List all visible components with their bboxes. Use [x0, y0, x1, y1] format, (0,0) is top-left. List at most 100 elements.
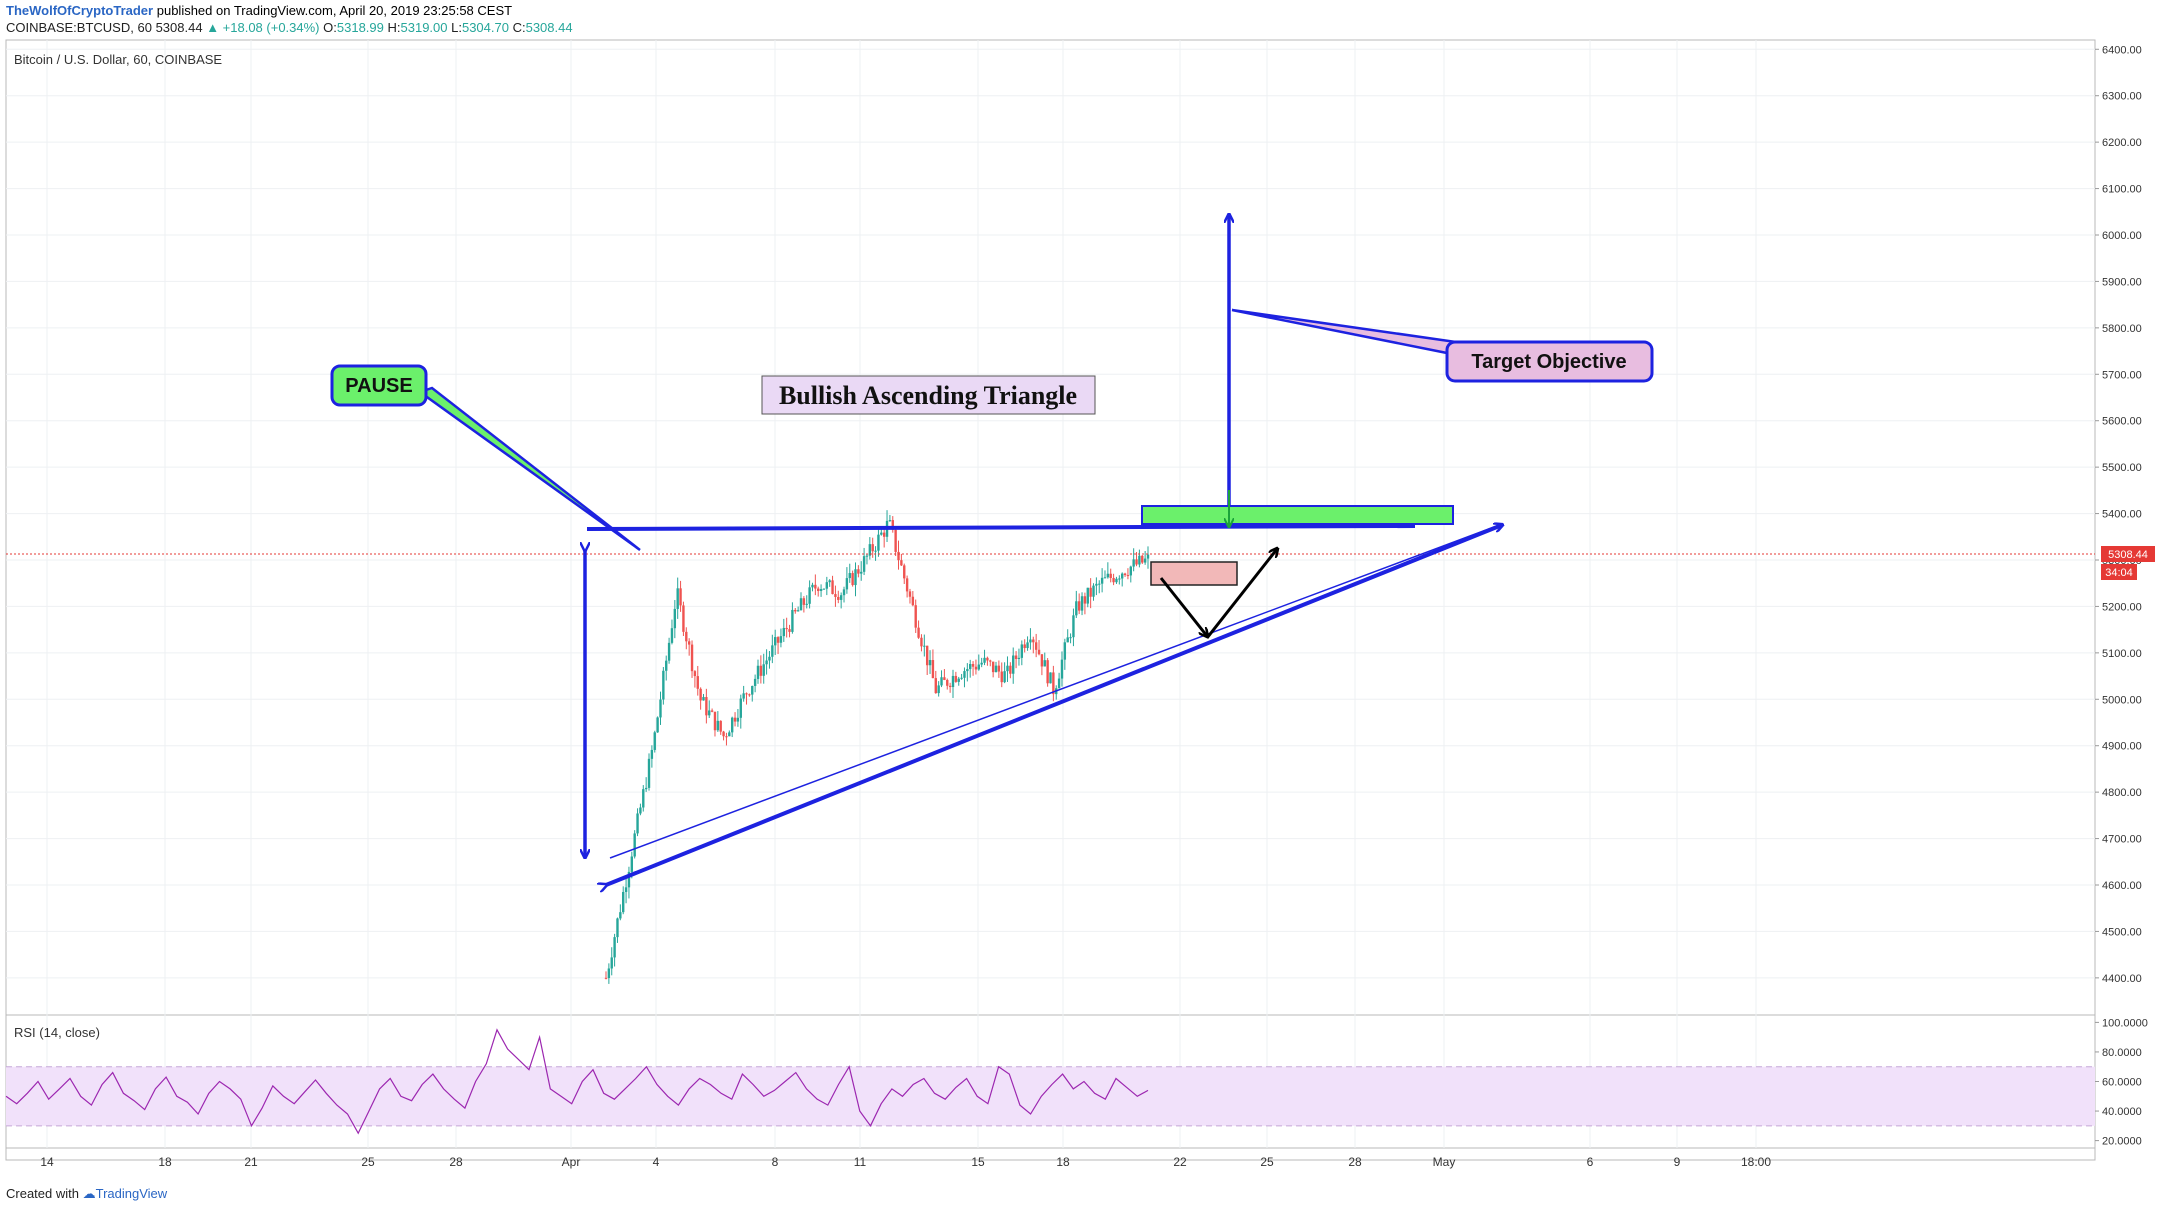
candle-body — [748, 694, 751, 696]
candle-body — [808, 587, 811, 604]
candlestick-series — [604, 510, 1150, 984]
candle-body — [871, 544, 874, 552]
rsi-pane-title: RSI (14, close) — [14, 1025, 100, 1040]
candle-body — [685, 631, 688, 642]
candle-body — [903, 565, 906, 579]
candle-body — [1098, 583, 1101, 585]
candle-body — [1120, 573, 1124, 579]
candle-body — [989, 660, 992, 662]
y-tick-label: 4600.00 — [2102, 880, 2142, 892]
candle-body — [659, 699, 662, 718]
candle-body — [782, 627, 785, 637]
candle-body — [997, 665, 1001, 672]
candle-body — [788, 629, 791, 632]
candle-body — [702, 697, 705, 701]
candle-body — [762, 664, 765, 676]
author-link[interactable]: TheWolfOfCryptoTrader — [6, 3, 154, 18]
candle-body — [753, 678, 757, 686]
candle-body — [794, 609, 797, 612]
x-tick-label: Apr — [562, 1155, 581, 1169]
candle-body — [733, 717, 737, 722]
candle-body — [882, 532, 886, 537]
ohlc-legend: COINBASE:BTCUSD, 60 5308.44 ▲ +18.08 (+0… — [6, 20, 573, 35]
candle-body — [848, 573, 851, 579]
candle-body — [819, 589, 823, 591]
x-tick-label: 6 — [1587, 1155, 1594, 1169]
target-objective-label: Target Objective — [1471, 351, 1626, 373]
rsi-axis[interactable]: 100.0000 80.0000 60.0000 40.0000 20.0000 — [2095, 1017, 2148, 1148]
x-tick-label: 28 — [1348, 1155, 1362, 1169]
candle-body — [630, 856, 634, 872]
candle-body — [739, 698, 742, 718]
candle-body — [665, 660, 668, 671]
candle-body — [894, 529, 897, 552]
candle-body — [937, 685, 940, 694]
candle-body — [682, 605, 685, 632]
candle-body — [897, 551, 900, 561]
high-label: H: — [387, 20, 401, 35]
candle-body — [966, 669, 969, 672]
candle-body — [1020, 644, 1024, 658]
candle-body — [900, 560, 903, 566]
title-callout — [761, 375, 1096, 415]
candle-body — [1100, 577, 1104, 584]
candle-body — [607, 968, 611, 979]
last-price-tag — [2101, 546, 2155, 562]
candle-body — [1034, 642, 1038, 650]
time-axis[interactable]: 14 18 21 25 28 Apr 4 8 11 15 18 22 25 28 May 6 9 18:00 — [40, 1155, 1771, 1169]
candle-body — [1135, 559, 1138, 565]
x-tick-label: 21 — [244, 1155, 258, 1169]
y-tick-label: 4500.00 — [2102, 926, 2142, 938]
candle-body — [1023, 644, 1026, 649]
candle-body — [822, 588, 826, 590]
support-trendline-arrow — [606, 525, 1502, 885]
candle-body — [951, 675, 955, 688]
candle-body — [994, 665, 998, 673]
rsi-tick-label: 100.0000 — [2102, 1017, 2148, 1029]
candle-body — [639, 807, 642, 814]
candle-body — [1026, 642, 1029, 649]
y-tick-label: 4800.00 — [2102, 787, 2142, 799]
candle-body — [857, 569, 860, 574]
price-axis[interactable]: 6400.00 6300.00 6200.00 6100.00 6000.00 5900.… — [2095, 44, 2142, 985]
candle-body — [834, 594, 837, 597]
candle-body — [1115, 578, 1118, 583]
y-tick-label: 6000.00 — [2102, 230, 2142, 242]
candle-body — [656, 717, 659, 733]
candle-body — [825, 582, 829, 589]
candle-body — [960, 677, 963, 679]
candle-body — [805, 603, 808, 605]
candle-body — [1118, 578, 1121, 580]
candle-body — [948, 685, 952, 688]
y-tick-label: 5600.00 — [2102, 416, 2142, 428]
publish-info: TheWolfOfCryptoTrader published on Tradi… — [6, 3, 512, 18]
candle-body — [923, 645, 926, 647]
tradingview-brand[interactable]: TradingView — [95, 1186, 168, 1201]
candle-body — [616, 918, 619, 938]
candle-body — [696, 676, 699, 689]
candle-body — [1092, 585, 1095, 597]
candle-body — [974, 666, 978, 670]
candle-body — [851, 573, 854, 586]
candle-body — [768, 656, 771, 661]
candle-body — [814, 584, 817, 589]
candle-body — [619, 912, 622, 919]
candle-body — [957, 678, 960, 682]
chart-canvas[interactable]: Bitcoin / U.S. Dollar, 60, COINBASE PAUS… — [0, 0, 2166, 1180]
candle-body — [1129, 566, 1132, 576]
candle-body — [1072, 615, 1075, 638]
candle-body — [722, 731, 725, 737]
rsi-tick-label: 80.0000 — [2102, 1047, 2142, 1059]
candle-body — [633, 833, 636, 857]
candle-body — [811, 584, 814, 588]
candle-body — [1103, 577, 1107, 579]
created-with-text: Created with — [6, 1186, 79, 1201]
candle-body — [705, 697, 708, 716]
candle-body — [1138, 555, 1141, 565]
vertical-gridlines — [46, 40, 1757, 1148]
pattern-title: Bullish Ascending Triangle — [779, 381, 1077, 410]
candle-body — [653, 732, 656, 750]
candle-body — [1141, 555, 1144, 563]
candle-body — [1037, 649, 1041, 655]
chart-frame — [5, 39, 2096, 1161]
